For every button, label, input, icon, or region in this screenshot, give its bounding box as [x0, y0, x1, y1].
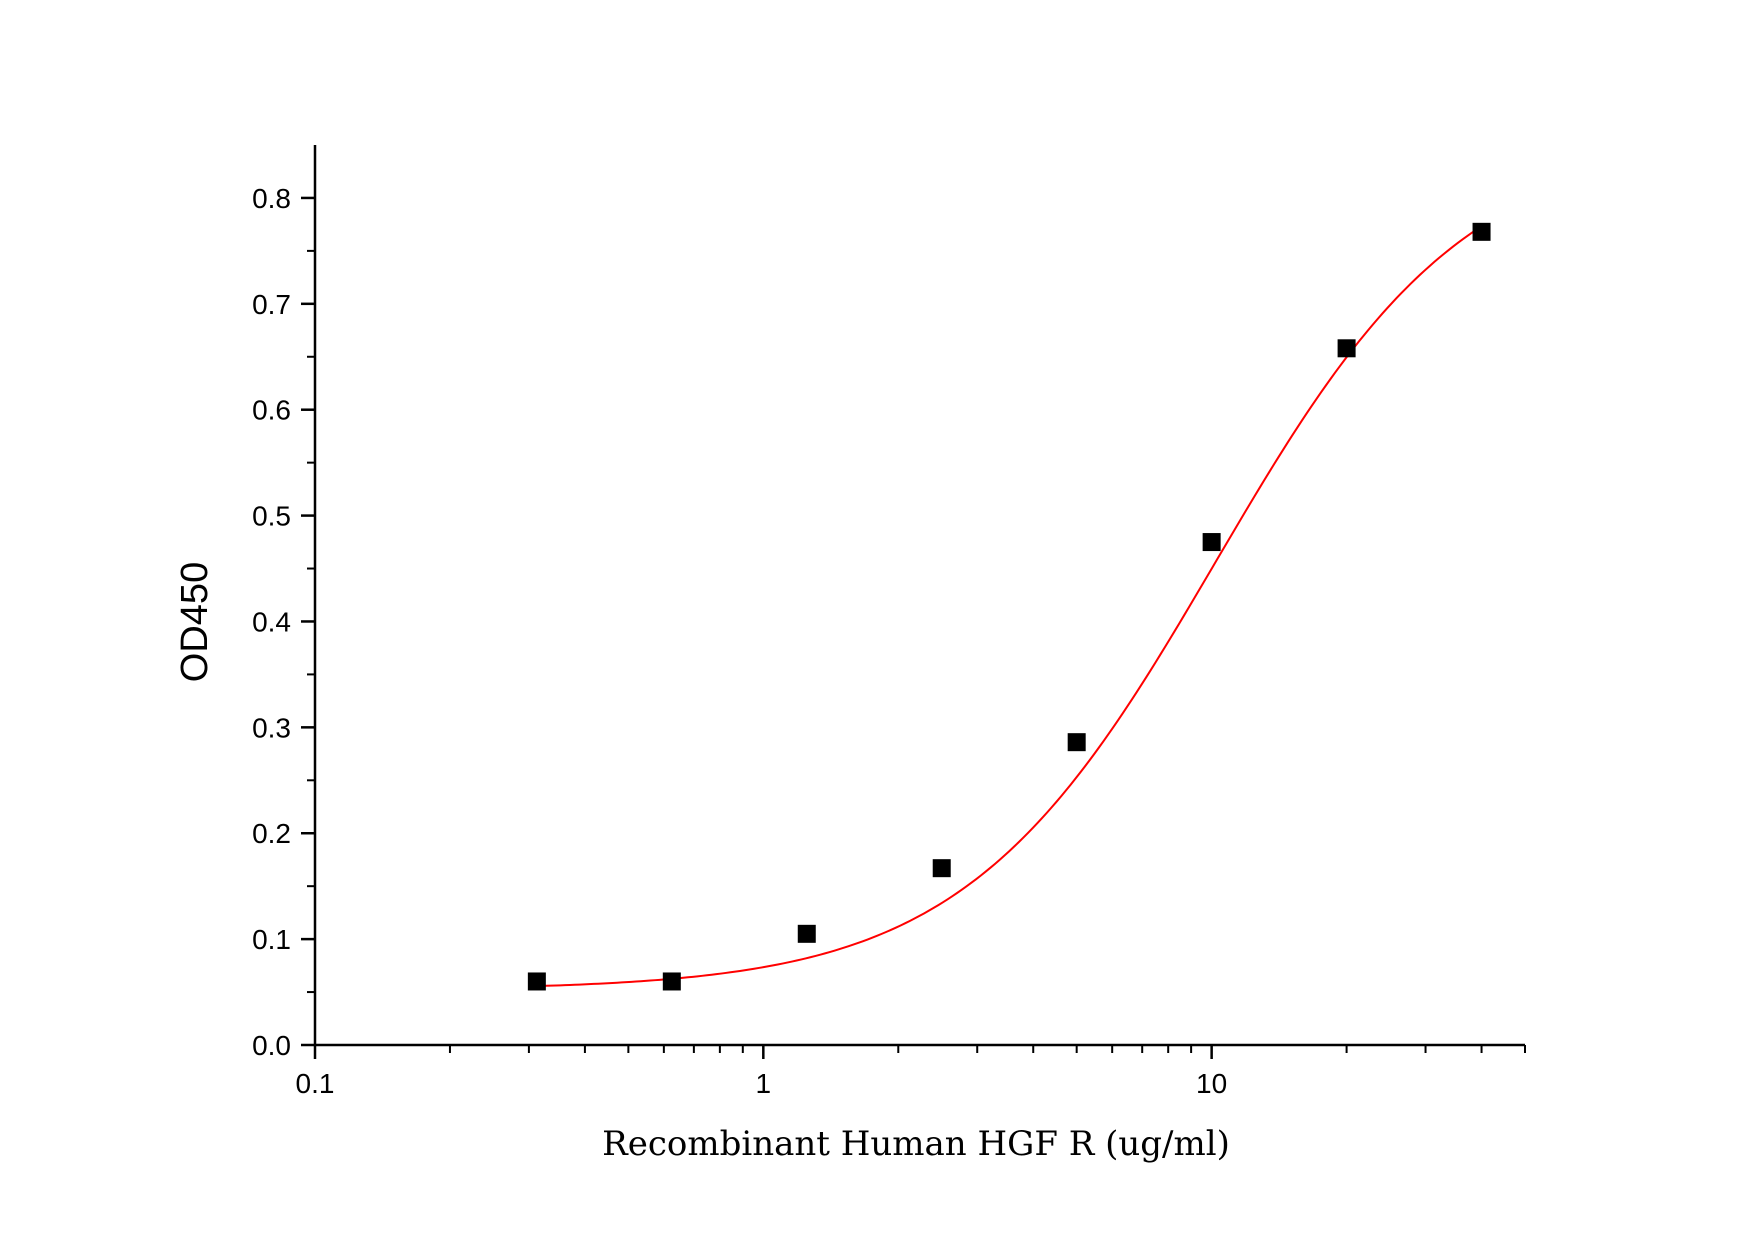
y-axis-title: OD450: [174, 562, 216, 682]
y-tick-label: 0.4: [252, 606, 291, 637]
y-tick-label: 0.2: [252, 818, 291, 849]
y-tick-label: 0.6: [252, 395, 291, 426]
x-tick-label: 0.1: [296, 1068, 335, 1099]
fit-layer: [536, 225, 1483, 988]
data-point: [1202, 533, 1221, 552]
y-tick-label: 0.1: [252, 924, 291, 955]
data-point: [1337, 339, 1356, 358]
data-point: [662, 972, 681, 991]
data-point: [932, 859, 951, 878]
data-point: [1472, 222, 1491, 241]
fit-curve: [536, 225, 1483, 988]
data-point: [797, 924, 816, 943]
y-tick-label: 0.5: [252, 501, 291, 532]
y-tick-label: 0.7: [252, 289, 291, 320]
y-tick-label: 0.0: [252, 1030, 291, 1061]
x-tick-label: 1: [756, 1068, 772, 1099]
x-axis-title: Recombinant Human HGF R (ug/ml): [602, 1124, 1230, 1164]
axes: 0.00.10.20.30.40.50.60.70.80.1 1 10: [252, 145, 1526, 1099]
y-tick-label: 0.3: [252, 712, 291, 743]
y-tick-label: 0.8: [252, 183, 291, 214]
points-layer: [527, 222, 1491, 991]
data-point: [527, 972, 546, 991]
x-tick-label: 10: [1196, 1068, 1227, 1099]
data-point: [1067, 733, 1086, 752]
